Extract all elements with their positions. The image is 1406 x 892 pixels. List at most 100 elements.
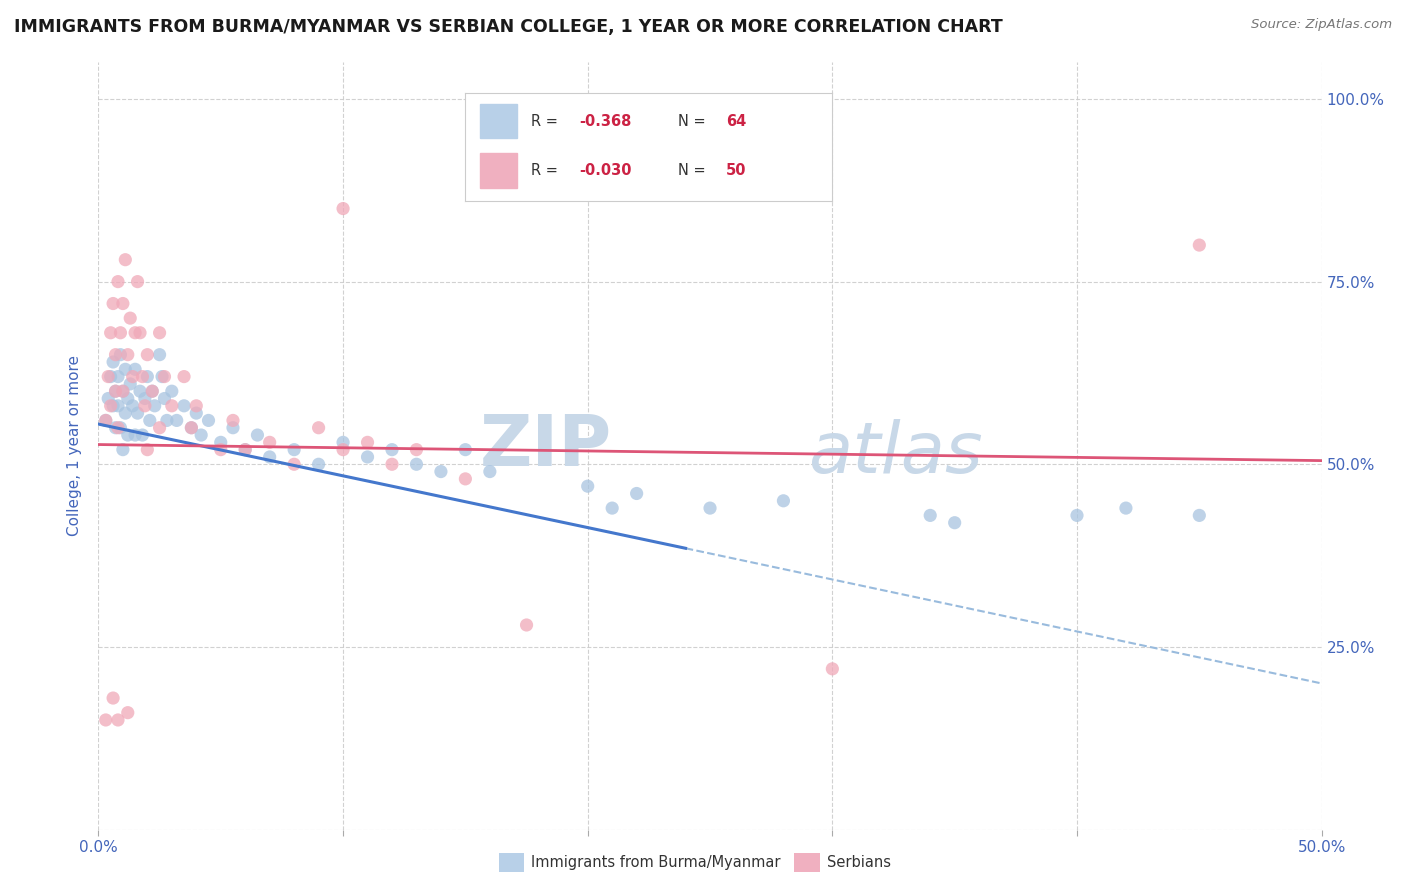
Point xyxy=(141,384,163,399)
Point xyxy=(478,465,501,479)
Point xyxy=(381,442,404,457)
Point xyxy=(104,348,127,362)
Point xyxy=(186,406,208,420)
Point xyxy=(209,435,232,450)
Point xyxy=(117,428,139,442)
Point xyxy=(233,442,256,457)
Point xyxy=(97,369,120,384)
Point xyxy=(104,384,127,399)
Point xyxy=(136,369,159,384)
Point xyxy=(117,348,139,362)
Point xyxy=(143,399,166,413)
Point xyxy=(131,369,153,384)
Point xyxy=(246,428,269,442)
Point xyxy=(117,706,139,720)
Point xyxy=(94,713,117,727)
Point xyxy=(180,421,202,435)
Point xyxy=(124,428,146,442)
Point xyxy=(186,399,208,413)
Point xyxy=(190,428,212,442)
Point xyxy=(259,450,281,464)
Point xyxy=(1066,508,1088,523)
Point xyxy=(332,435,354,450)
Point xyxy=(821,662,844,676)
Point xyxy=(430,465,453,479)
Point xyxy=(454,472,477,486)
Point xyxy=(149,421,172,435)
Point xyxy=(166,413,188,427)
Point xyxy=(150,369,173,384)
Point xyxy=(94,413,117,427)
Point xyxy=(121,369,143,384)
Point xyxy=(134,399,156,413)
Point xyxy=(111,442,134,457)
Point xyxy=(114,406,136,420)
Point xyxy=(405,442,427,457)
Point xyxy=(100,369,122,384)
Point xyxy=(515,618,537,632)
Point xyxy=(156,413,179,427)
Point xyxy=(180,421,202,435)
Point xyxy=(127,275,149,289)
Point xyxy=(626,486,648,500)
Point xyxy=(332,442,354,457)
Point xyxy=(209,442,232,457)
Point xyxy=(283,442,305,457)
Point xyxy=(104,384,127,399)
Point xyxy=(124,362,146,376)
Point xyxy=(107,421,129,435)
Point xyxy=(104,421,127,435)
Point xyxy=(332,202,354,216)
Point xyxy=(920,508,942,523)
Point xyxy=(101,691,124,706)
Point xyxy=(120,311,142,326)
Point xyxy=(197,413,219,427)
Text: Source: ZipAtlas.com: Source: ZipAtlas.com xyxy=(1251,18,1392,31)
Text: ZIP: ZIP xyxy=(479,411,612,481)
Point xyxy=(153,392,176,406)
Point xyxy=(114,252,136,267)
Point xyxy=(283,457,305,471)
Point xyxy=(1188,238,1211,252)
Point xyxy=(576,479,599,493)
Point xyxy=(356,435,378,450)
Point xyxy=(129,326,152,340)
Point xyxy=(141,384,163,399)
Point xyxy=(111,384,134,399)
Point xyxy=(173,369,195,384)
Point xyxy=(1188,508,1211,523)
Point xyxy=(111,296,134,310)
Point xyxy=(101,296,124,310)
Point xyxy=(1115,501,1137,516)
Point xyxy=(117,392,139,406)
Point xyxy=(173,399,195,413)
Point xyxy=(127,406,149,420)
Point xyxy=(139,413,162,427)
Point xyxy=(222,413,245,427)
Point xyxy=(259,435,281,450)
Point xyxy=(943,516,966,530)
Point xyxy=(100,399,122,413)
Point xyxy=(111,384,134,399)
Point xyxy=(107,369,129,384)
Text: Immigrants from Burma/Myanmar: Immigrants from Burma/Myanmar xyxy=(531,855,780,870)
Point xyxy=(600,501,623,516)
Point xyxy=(356,450,378,464)
Point xyxy=(110,421,132,435)
Point xyxy=(160,384,183,399)
Point xyxy=(699,501,721,516)
Point xyxy=(107,275,129,289)
Point xyxy=(136,442,159,457)
Point xyxy=(160,399,183,413)
Point xyxy=(121,399,143,413)
Point xyxy=(149,348,172,362)
Point xyxy=(107,399,129,413)
Point xyxy=(101,355,124,369)
Point xyxy=(101,399,124,413)
Point xyxy=(149,326,172,340)
Point xyxy=(308,457,330,471)
Text: IMMIGRANTS FROM BURMA/MYANMAR VS SERBIAN COLLEGE, 1 YEAR OR MORE CORRELATION CHA: IMMIGRANTS FROM BURMA/MYANMAR VS SERBIAN… xyxy=(14,18,1002,36)
Point xyxy=(233,442,256,457)
Text: atlas: atlas xyxy=(808,419,983,488)
Point xyxy=(381,457,404,471)
